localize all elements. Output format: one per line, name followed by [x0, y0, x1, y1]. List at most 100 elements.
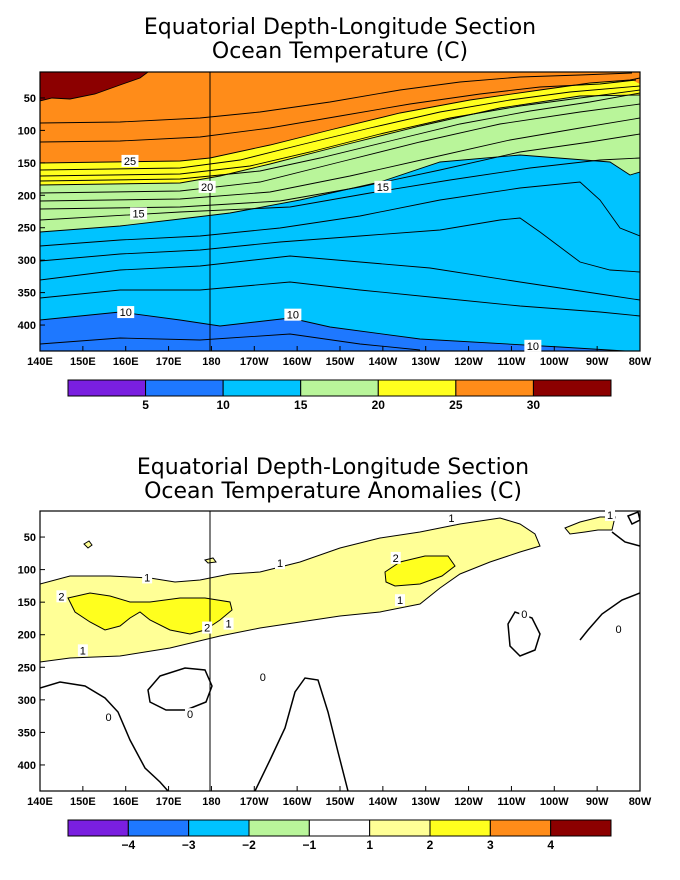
x-tick-label: 170W: [240, 796, 269, 808]
colorbar-swatch: [489, 819, 552, 837]
contour-label-bg: [121, 154, 139, 167]
colorbar-swatch: [550, 819, 612, 837]
isotherm-11: [40, 281, 640, 317]
isotherm-22: [40, 92, 640, 182]
contour-label: 2: [204, 623, 210, 635]
colorbar-swatch: [127, 819, 190, 837]
x-tick-label: 140E: [27, 796, 53, 808]
x-tick-label: 90W: [586, 796, 609, 808]
zero-contour-east: [579, 592, 640, 641]
x-tick-label: 180: [202, 796, 220, 808]
y-tick-label: 150: [18, 597, 36, 609]
x-tick-label: 130W: [411, 356, 440, 368]
contour-label-bg: [198, 180, 216, 193]
contour-label-bg: [117, 306, 135, 319]
contour-label-bg: [524, 339, 542, 352]
x-tick-label: 170W: [240, 356, 269, 368]
top-y-axis: 50 100 150 200 250 300 350 400: [18, 93, 45, 332]
x-tick-label: 120W: [454, 796, 483, 808]
x-tick-label: 160E: [113, 356, 139, 368]
contour-label: 0: [187, 709, 193, 721]
contour-label-bg: [202, 621, 213, 634]
y-tick-label: 300: [18, 255, 36, 267]
x-tick-label: 150E: [70, 796, 96, 808]
contour-label-bg: [257, 671, 268, 684]
x-tick-label: 160W: [283, 356, 312, 368]
isotherm-29: [40, 72, 633, 124]
zero-contour-corner: [626, 511, 640, 526]
contour-label-bg: [142, 571, 153, 584]
x-tick-label: 140W: [368, 356, 397, 368]
colorbar-swatch: [145, 379, 224, 397]
contour-label: 10: [287, 310, 299, 322]
colorbar-swatch: [369, 819, 431, 837]
contour-label-bg: [185, 708, 195, 721]
x-tick-label: 110W: [497, 796, 526, 808]
contour-label: 15: [377, 182, 389, 194]
colorbar-label: −1: [302, 838, 316, 852]
colorbar-label: 4: [547, 838, 554, 852]
x-tick-label: 150W: [326, 356, 355, 368]
isotherm-18: [40, 117, 640, 202]
isotherm-19: [40, 103, 640, 194]
y-tick-label: 200: [18, 630, 36, 642]
top-chart-subtitle: Ocean Temperature (C): [212, 39, 468, 64]
colorbar-swatch: [222, 379, 302, 397]
anomaly-region-plus-2-east: [384, 555, 456, 587]
contour-label: 1: [226, 619, 232, 631]
colorbar-label: −2: [242, 838, 256, 852]
colorbar-label: 15: [294, 398, 308, 412]
temp-band-25-30-east: [622, 72, 640, 84]
colorbar-swatch: [377, 379, 457, 397]
x-tick-label: 150W: [326, 796, 355, 808]
y-tick-label: 350: [18, 288, 36, 300]
zero-contour-loop-east: [507, 611, 541, 657]
y-tick-label: 400: [18, 320, 36, 332]
isotherm-9: [40, 333, 421, 351]
y-tick-label: 250: [18, 662, 36, 674]
colorbar-label: 3: [487, 838, 494, 852]
x-tick-label: 120W: [454, 356, 483, 368]
x-tick-label: 160E: [113, 796, 139, 808]
y-tick-label: 150: [18, 158, 36, 170]
contour-label-bg: [223, 617, 234, 630]
contour-label: 0: [521, 609, 527, 621]
y-tick-label: 350: [18, 727, 36, 739]
contour-label-bg: [56, 590, 67, 603]
x-tick-label: 100W: [540, 796, 569, 808]
isotherm-25: [40, 77, 640, 164]
contour-label: 1: [144, 572, 150, 584]
colorbar-swatch: [300, 379, 379, 397]
colorbar-swatch: [248, 819, 310, 837]
contour-label: 2: [393, 553, 399, 565]
contour-label: 10: [120, 307, 132, 319]
y-tick-label: 200: [18, 190, 36, 202]
isotherm-14: [40, 181, 640, 247]
top-panel: Equatorial Depth-Longitude Section Ocean…: [18, 15, 652, 412]
top-chart-title: Equatorial Depth-Longitude Section: [144, 15, 536, 40]
colorbar-label: 10: [216, 398, 230, 412]
contour-label: 0: [106, 712, 112, 724]
contour-label: 10: [527, 341, 539, 353]
colorbar-swatch: [429, 819, 491, 837]
isotherm-12: [40, 255, 640, 301]
contour-label: 1: [607, 510, 613, 522]
isotherm-23: [40, 89, 640, 177]
anomaly-region-plus-1-small: [83, 540, 93, 549]
x-tick-label: 140W: [368, 796, 397, 808]
colorbar-swatch: [455, 379, 534, 397]
contour-label-bg: [519, 607, 530, 620]
isotherm-16: [40, 157, 640, 221]
isotherm-24: [40, 85, 640, 171]
contour-label-bg: [446, 512, 457, 525]
bottom-y-axis: 50 100 150 200 250 300 350 400: [18, 532, 45, 772]
top-temperature-field: [40, 72, 640, 351]
x-tick-label: 80W: [629, 796, 652, 808]
zero-contour-west: [40, 681, 169, 791]
x-tick-label: 130W: [411, 796, 440, 808]
colorbar-label: −3: [182, 838, 196, 852]
bottom-colorbar: −4 −3 −2 −1 1 2 3 4: [67, 819, 612, 852]
y-tick-label: 400: [18, 760, 36, 772]
contour-label-bg: [395, 594, 405, 607]
